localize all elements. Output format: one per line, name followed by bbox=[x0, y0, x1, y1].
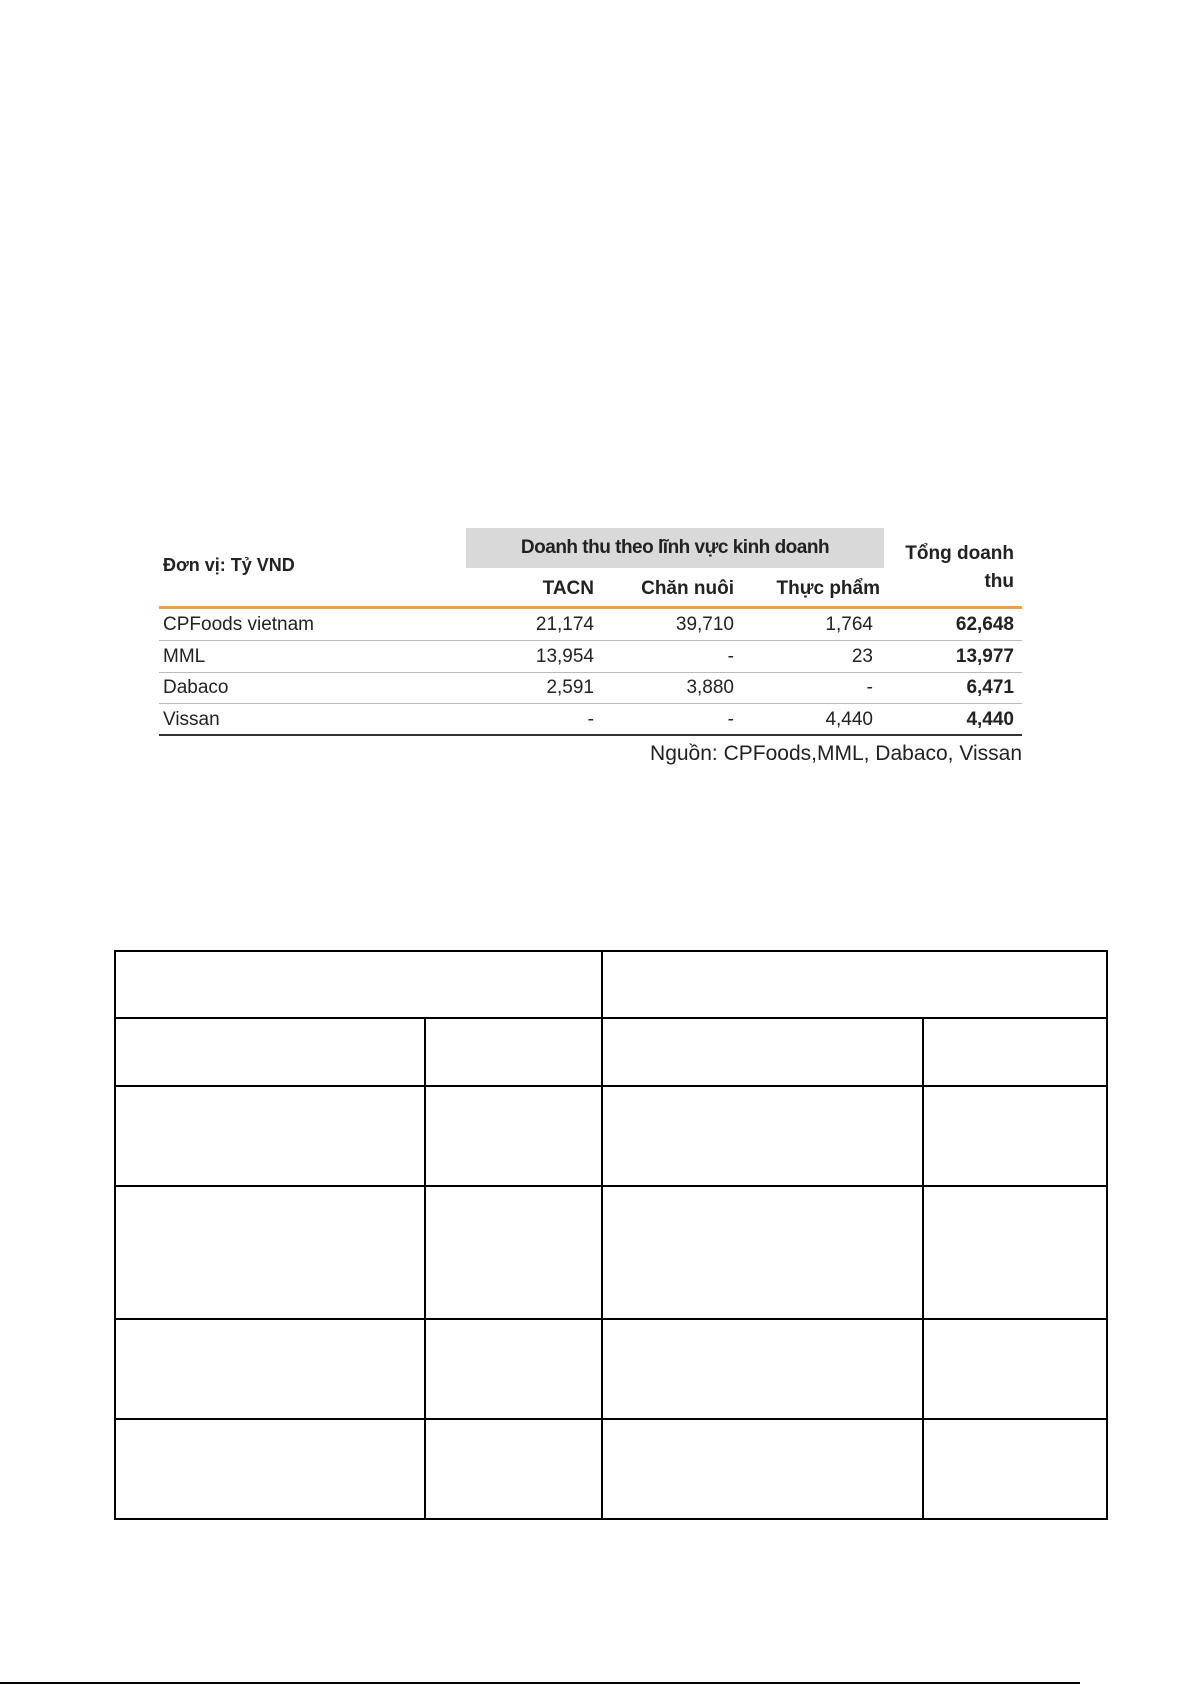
row-value: 3,880 bbox=[686, 677, 734, 698]
col-header-tacn: TACN bbox=[542, 578, 594, 599]
empty-cell bbox=[922, 1418, 1108, 1520]
empty-cell bbox=[113, 1185, 427, 1320]
row-total: 6,471 bbox=[966, 677, 1014, 698]
empty-cell bbox=[113, 1318, 427, 1420]
row-name: MML bbox=[163, 646, 206, 667]
empty-cell bbox=[600, 1418, 925, 1520]
col-header-thuc-pham: Thực phẩm bbox=[776, 578, 881, 599]
page-footer-rule bbox=[0, 1682, 1080, 1684]
empty-cell bbox=[600, 1085, 925, 1187]
empty-cell bbox=[600, 1185, 925, 1320]
row-name: Vissan bbox=[163, 709, 220, 730]
col-header-chan-nuoi: Chăn nuôi bbox=[641, 578, 734, 599]
empty-cell bbox=[114, 950, 603, 1019]
row-name: Dabaco bbox=[163, 677, 229, 698]
row-total: 4,440 bbox=[966, 709, 1014, 730]
header-divider bbox=[159, 606, 1022, 609]
empty-cell bbox=[922, 1318, 1108, 1420]
row-divider bbox=[159, 672, 1022, 673]
row-value: - bbox=[866, 677, 873, 698]
row-value: 2,591 bbox=[546, 677, 594, 698]
empty-cell bbox=[113, 1418, 427, 1520]
empty-cell bbox=[922, 1185, 1108, 1320]
empty-cell bbox=[113, 1085, 427, 1187]
empty-cell bbox=[922, 1017, 1108, 1087]
empty-cell bbox=[424, 1185, 603, 1320]
total-header: Tổng doanh thu bbox=[905, 543, 1014, 592]
row-value: 1,764 bbox=[825, 614, 873, 635]
row-value: - bbox=[727, 709, 734, 730]
row-divider bbox=[159, 703, 1022, 704]
source-note: Nguồn: CPFoods,MML, Dabaco, Vissan bbox=[650, 742, 1022, 765]
empty-cell bbox=[424, 1318, 603, 1420]
empty-cell bbox=[601, 950, 1108, 1019]
unit-label: Đơn vị: Tỷ VND bbox=[163, 555, 295, 575]
row-value: 21,174 bbox=[535, 614, 594, 635]
empty-cell bbox=[600, 1318, 925, 1420]
row-value: 4,440 bbox=[825, 709, 873, 730]
row-value: 13,954 bbox=[535, 646, 594, 667]
empty-cell bbox=[600, 1017, 925, 1087]
row-total: 62,648 bbox=[955, 614, 1014, 635]
table-bottom-rule bbox=[159, 734, 1022, 736]
empty-cell bbox=[922, 1085, 1108, 1187]
row-value: - bbox=[587, 709, 594, 730]
empty-table bbox=[113, 950, 1108, 1520]
row-value: 39,710 bbox=[675, 614, 734, 635]
row-value: - bbox=[727, 646, 734, 667]
group-header: Doanh thu theo lĩnh vực kinh doanh bbox=[466, 528, 884, 568]
empty-cell bbox=[113, 1017, 427, 1087]
empty-cell bbox=[424, 1085, 603, 1187]
empty-cell bbox=[424, 1418, 603, 1520]
row-name: CPFoods vietnam bbox=[163, 614, 315, 635]
empty-cell bbox=[424, 1017, 603, 1087]
row-total: 13,977 bbox=[955, 646, 1014, 667]
row-divider bbox=[159, 640, 1022, 641]
row-value: 23 bbox=[851, 646, 873, 667]
